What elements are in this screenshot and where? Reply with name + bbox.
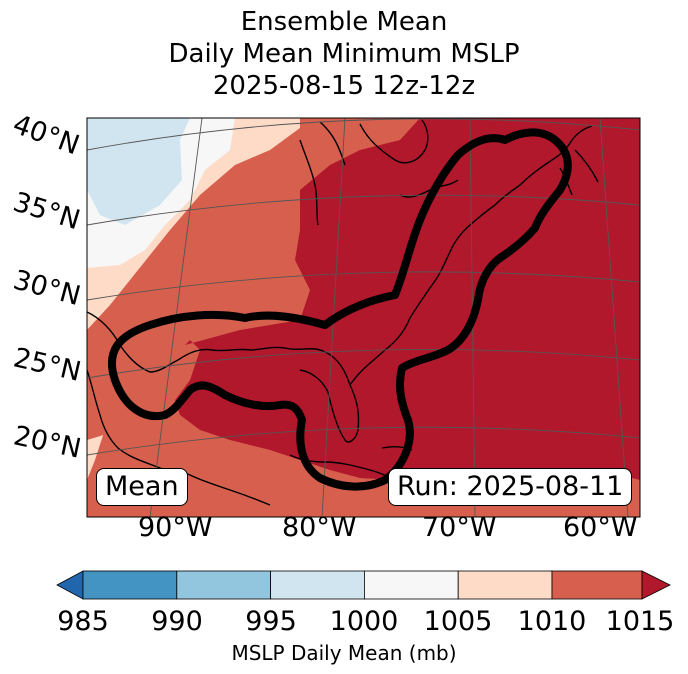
colorbar-segment-995-1000 bbox=[270, 570, 365, 600]
colorbar-tick-990: 990 bbox=[151, 606, 203, 637]
colorbar-segment-990-995 bbox=[176, 570, 272, 600]
colorbar-segment-1000-1005 bbox=[363, 570, 459, 600]
colorbar-tick-995: 995 bbox=[245, 606, 297, 637]
lon-label-70: 70°W bbox=[422, 512, 497, 543]
colorbar-tick-1015: 1015 bbox=[605, 606, 675, 637]
title-line-1: Ensemble Mean bbox=[240, 7, 448, 37]
lon-label-60: 60°W bbox=[563, 512, 638, 543]
lon-label-90: 90°W bbox=[138, 512, 213, 543]
colorbar-segment-1010-1015 bbox=[551, 570, 643, 600]
colorbar-over-arrow bbox=[641, 570, 671, 600]
colorbar-segment-1005-1010 bbox=[457, 570, 553, 600]
probability-contour bbox=[107, 128, 572, 491]
mean-label: Mean bbox=[96, 468, 188, 506]
colorbar-segment-985-990 bbox=[82, 570, 178, 600]
map-frame bbox=[86, 117, 641, 518]
colorbar-tick-1005: 1005 bbox=[423, 606, 493, 637]
colorbar-tick-1000: 1000 bbox=[329, 606, 399, 637]
field-above-1015 bbox=[175, 118, 640, 480]
colorbar-tick-985: 985 bbox=[57, 606, 109, 637]
run-date-label: Run: 2025-08-11 bbox=[388, 468, 633, 506]
colorbar-tick-1010: 1010 bbox=[517, 606, 587, 637]
title-line-3: 2025-08-15 12z-12z bbox=[212, 71, 476, 101]
title-line-2: Daily Mean Minimum MSLP bbox=[168, 39, 520, 69]
colorbar-label: MSLP Daily Mean (mb) bbox=[231, 641, 457, 665]
colorbar-under-arrow bbox=[56, 570, 84, 600]
lon-label-80: 80°W bbox=[282, 512, 357, 543]
colorbar bbox=[56, 570, 671, 600]
field-995-1000 bbox=[87, 118, 190, 225]
